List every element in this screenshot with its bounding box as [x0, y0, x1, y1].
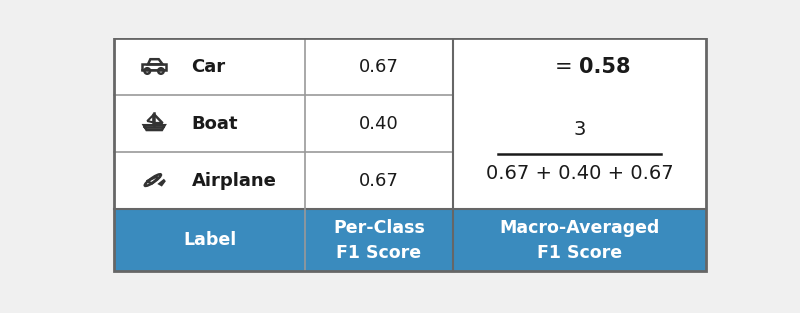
Bar: [114, 38, 706, 209]
Text: 0.67 + 0.40 + 0.67: 0.67 + 0.40 + 0.67: [486, 164, 673, 182]
Text: 0.40: 0.40: [359, 115, 399, 133]
Text: =: =: [555, 57, 579, 77]
Text: 3: 3: [573, 121, 586, 140]
Text: Per-Class
F1 Score: Per-Class F1 Score: [333, 218, 425, 262]
Text: Boat: Boat: [191, 115, 238, 133]
Text: Car: Car: [191, 58, 226, 76]
Text: 0.67: 0.67: [359, 172, 399, 190]
Text: 0.67: 0.67: [359, 58, 399, 76]
Text: Label: Label: [183, 231, 236, 249]
Text: Airplane: Airplane: [191, 172, 276, 190]
Text: Macro-Averaged
F1 Score: Macro-Averaged F1 Score: [499, 218, 659, 262]
Bar: [114, 209, 706, 271]
Text: 0.58: 0.58: [579, 57, 631, 77]
